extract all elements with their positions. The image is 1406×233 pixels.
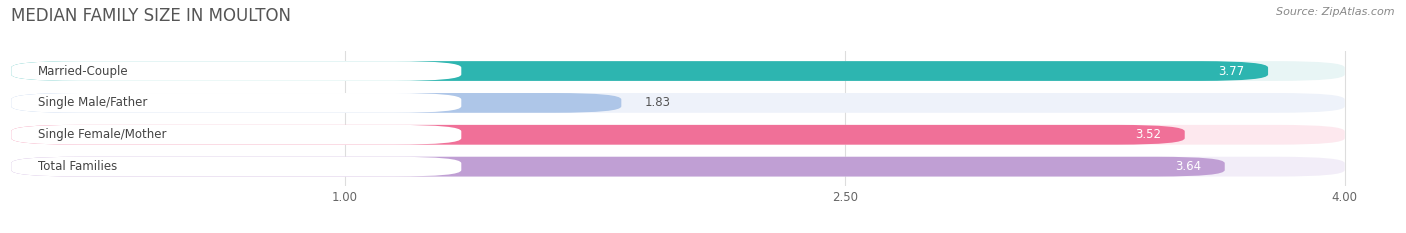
Text: Total Families: Total Families <box>38 160 117 173</box>
FancyBboxPatch shape <box>11 157 1225 177</box>
Text: 3.77: 3.77 <box>1219 65 1244 78</box>
FancyBboxPatch shape <box>11 125 1344 145</box>
FancyBboxPatch shape <box>11 93 461 113</box>
FancyBboxPatch shape <box>11 93 621 113</box>
FancyBboxPatch shape <box>11 61 1344 81</box>
Text: Single Male/Father: Single Male/Father <box>38 96 148 110</box>
FancyBboxPatch shape <box>11 61 1268 81</box>
FancyBboxPatch shape <box>11 157 461 177</box>
Text: MEDIAN FAMILY SIZE IN MOULTON: MEDIAN FAMILY SIZE IN MOULTON <box>11 7 291 25</box>
Text: 3.64: 3.64 <box>1175 160 1201 173</box>
Text: 3.52: 3.52 <box>1136 128 1161 141</box>
FancyBboxPatch shape <box>11 157 1344 177</box>
FancyBboxPatch shape <box>11 61 461 81</box>
Text: 1.83: 1.83 <box>645 96 671 110</box>
Text: Source: ZipAtlas.com: Source: ZipAtlas.com <box>1277 7 1395 17</box>
Text: Single Female/Mother: Single Female/Mother <box>38 128 166 141</box>
FancyBboxPatch shape <box>11 125 1185 145</box>
FancyBboxPatch shape <box>11 125 461 145</box>
FancyBboxPatch shape <box>11 93 1344 113</box>
Text: Married-Couple: Married-Couple <box>38 65 128 78</box>
